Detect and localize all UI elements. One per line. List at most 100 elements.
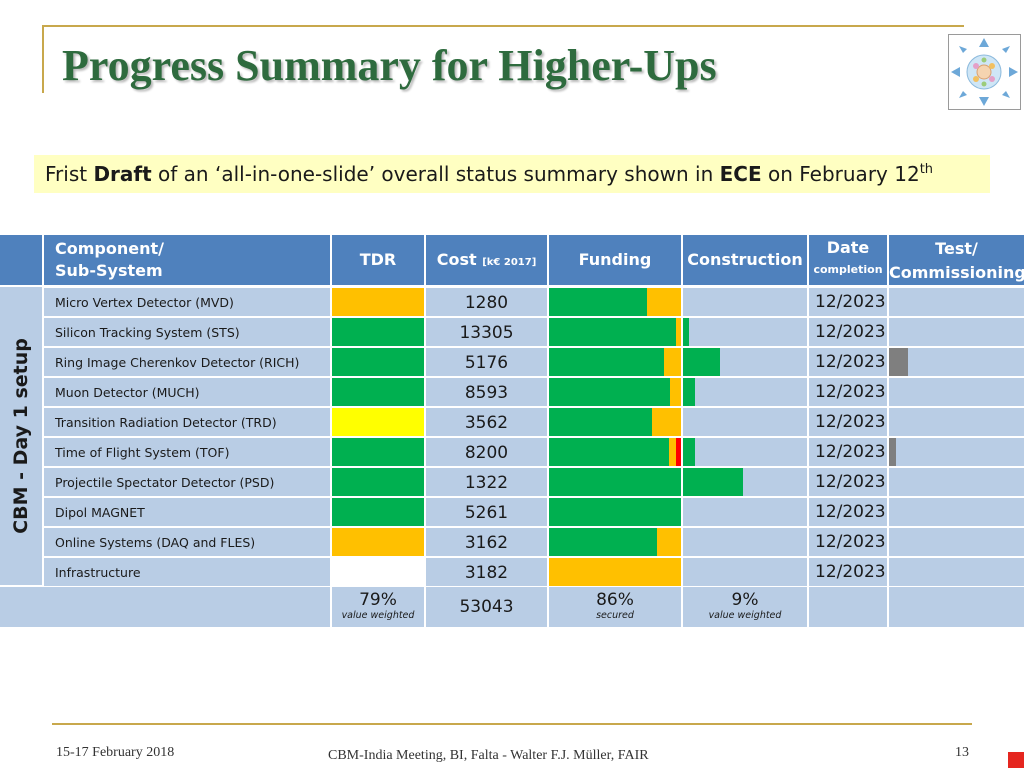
row-cost: 13305: [426, 318, 547, 346]
funding-secured-segment: [549, 498, 681, 526]
page-number: 13: [955, 745, 969, 760]
header-cost: Cost [k€ 2017]: [426, 235, 547, 285]
row-name: Projectile Spectator Detector (PSD): [44, 468, 330, 496]
test-bar: [889, 408, 1024, 436]
summary-cost: 53043: [459, 597, 514, 617]
funding-secured-segment: [549, 438, 669, 466]
summary-label-cell: [0, 587, 330, 627]
test-bar: [889, 438, 1024, 466]
row-cost: 8593: [426, 378, 547, 406]
header-funding: Funding: [549, 235, 681, 285]
test-bar: [889, 318, 1024, 346]
row-date: 12/2023: [809, 558, 887, 586]
construction-bar: [683, 558, 807, 586]
row-name: Dipol MAGNET: [44, 498, 330, 526]
test-bar: [889, 348, 1024, 376]
construction-bar: [683, 528, 807, 556]
header-component-line2: Sub-System: [55, 261, 163, 280]
row-cost: 5261: [426, 498, 547, 526]
footer-center: CBM-India Meeting, BI, Falta - Walter F.…: [328, 748, 649, 763]
subtitle-sup: th: [919, 162, 934, 177]
header-test: Test/ Commissioning: [889, 235, 1024, 285]
subtitle-banner: Frist Draft of an ‘all-in-one-slide’ ove…: [34, 155, 990, 193]
construction-progress-segment: [683, 348, 720, 376]
tdr-status: [332, 498, 424, 526]
row-name: Micro Vertex Detector (MVD): [44, 288, 330, 316]
test-progress-segment: [889, 348, 908, 376]
funding-bar: [549, 318, 681, 346]
row-name: Infrastructure: [44, 558, 330, 586]
subtitle-bold-ece: ECE: [719, 162, 762, 186]
row-cost: 3162: [426, 528, 547, 556]
summary-construction-cell: 9% value weighted: [683, 587, 807, 627]
summary-construction: 9%: [731, 590, 759, 610]
funding-secured-segment: [549, 318, 676, 346]
summary-cost-cell: 53043: [426, 587, 547, 627]
cbm-logo-icon: [948, 34, 1021, 110]
header-date: Date completion: [809, 235, 887, 285]
header-corner: [0, 235, 42, 285]
row-name: Transition Radiation Detector (TRD): [44, 408, 330, 436]
header-cost-label: Cost: [436, 250, 477, 269]
summary-funding-note: secured: [596, 610, 634, 621]
tdr-status: [332, 528, 424, 556]
header-cost-unit: [k€ 2017]: [482, 257, 537, 268]
test-progress-segment: [889, 438, 896, 466]
row-cost: 3182: [426, 558, 547, 586]
tdr-status: [332, 288, 424, 316]
summary-date-cell: [809, 587, 887, 627]
row-name: Online Systems (DAQ and FLES): [44, 528, 330, 556]
status-table: Component/ Sub-System TDR Cost [k€ 2017]…: [0, 235, 1024, 627]
row-cost: 8200: [426, 438, 547, 466]
summary-funding: 86%: [596, 590, 634, 610]
test-bar: [889, 498, 1024, 526]
row-date: 12/2023: [809, 348, 887, 376]
tdr-status: [332, 408, 424, 436]
funding-bar: [549, 558, 681, 586]
row-date: 12/2023: [809, 438, 887, 466]
row-cost: 1322: [426, 468, 547, 496]
funding-pending-segment: [670, 378, 681, 406]
summary-tdr-cell: 79% value weighted: [332, 587, 424, 627]
title-rule: [42, 25, 964, 27]
funding-secured-segment: [549, 348, 664, 376]
row-name: Time of Flight System (TOF): [44, 438, 330, 466]
construction-progress-segment: [683, 378, 695, 406]
funding-bar: [549, 468, 681, 496]
funding-pending-segment: [549, 558, 681, 586]
funding-bar: [549, 288, 681, 316]
row-date: 12/2023: [809, 528, 887, 556]
slide-title: Progress Summary for Higher-Ups: [62, 41, 717, 90]
funding-secured-segment: [549, 378, 670, 406]
test-bar: [889, 468, 1024, 496]
tdr-status: [332, 558, 424, 586]
row-date: 12/2023: [809, 318, 887, 346]
tdr-status: [332, 378, 424, 406]
funding-secured-segment: [549, 468, 681, 496]
header-tdr: TDR: [332, 235, 424, 285]
tdr-status: [332, 468, 424, 496]
header-construction: Construction: [683, 235, 807, 285]
header-test-line1: Test/: [935, 239, 978, 258]
header-date-sub: completion: [813, 263, 883, 276]
test-bar: [889, 528, 1024, 556]
funding-missing-segment: [676, 438, 681, 466]
corner-mark: [1008, 752, 1024, 768]
row-date: 12/2023: [809, 408, 887, 436]
row-cost: 3562: [426, 408, 547, 436]
funding-pending-segment: [647, 288, 681, 316]
funding-bar: [549, 528, 681, 556]
construction-bar: [683, 288, 807, 316]
header-test-line2: Commissioning: [889, 263, 1024, 282]
funding-bar: [549, 408, 681, 436]
side-label-bg: [0, 287, 42, 585]
construction-bar: [683, 348, 807, 376]
funding-pending-segment: [669, 438, 676, 466]
construction-progress-segment: [683, 318, 689, 346]
summary-tdr-note: value weighted: [341, 610, 415, 621]
row-name: Ring Image Cherenkov Detector (RICH): [44, 348, 330, 376]
summary-tdr: 79%: [359, 590, 397, 610]
test-bar: [889, 378, 1024, 406]
summary-test-cell: [889, 587, 1024, 627]
funding-bar: [549, 378, 681, 406]
